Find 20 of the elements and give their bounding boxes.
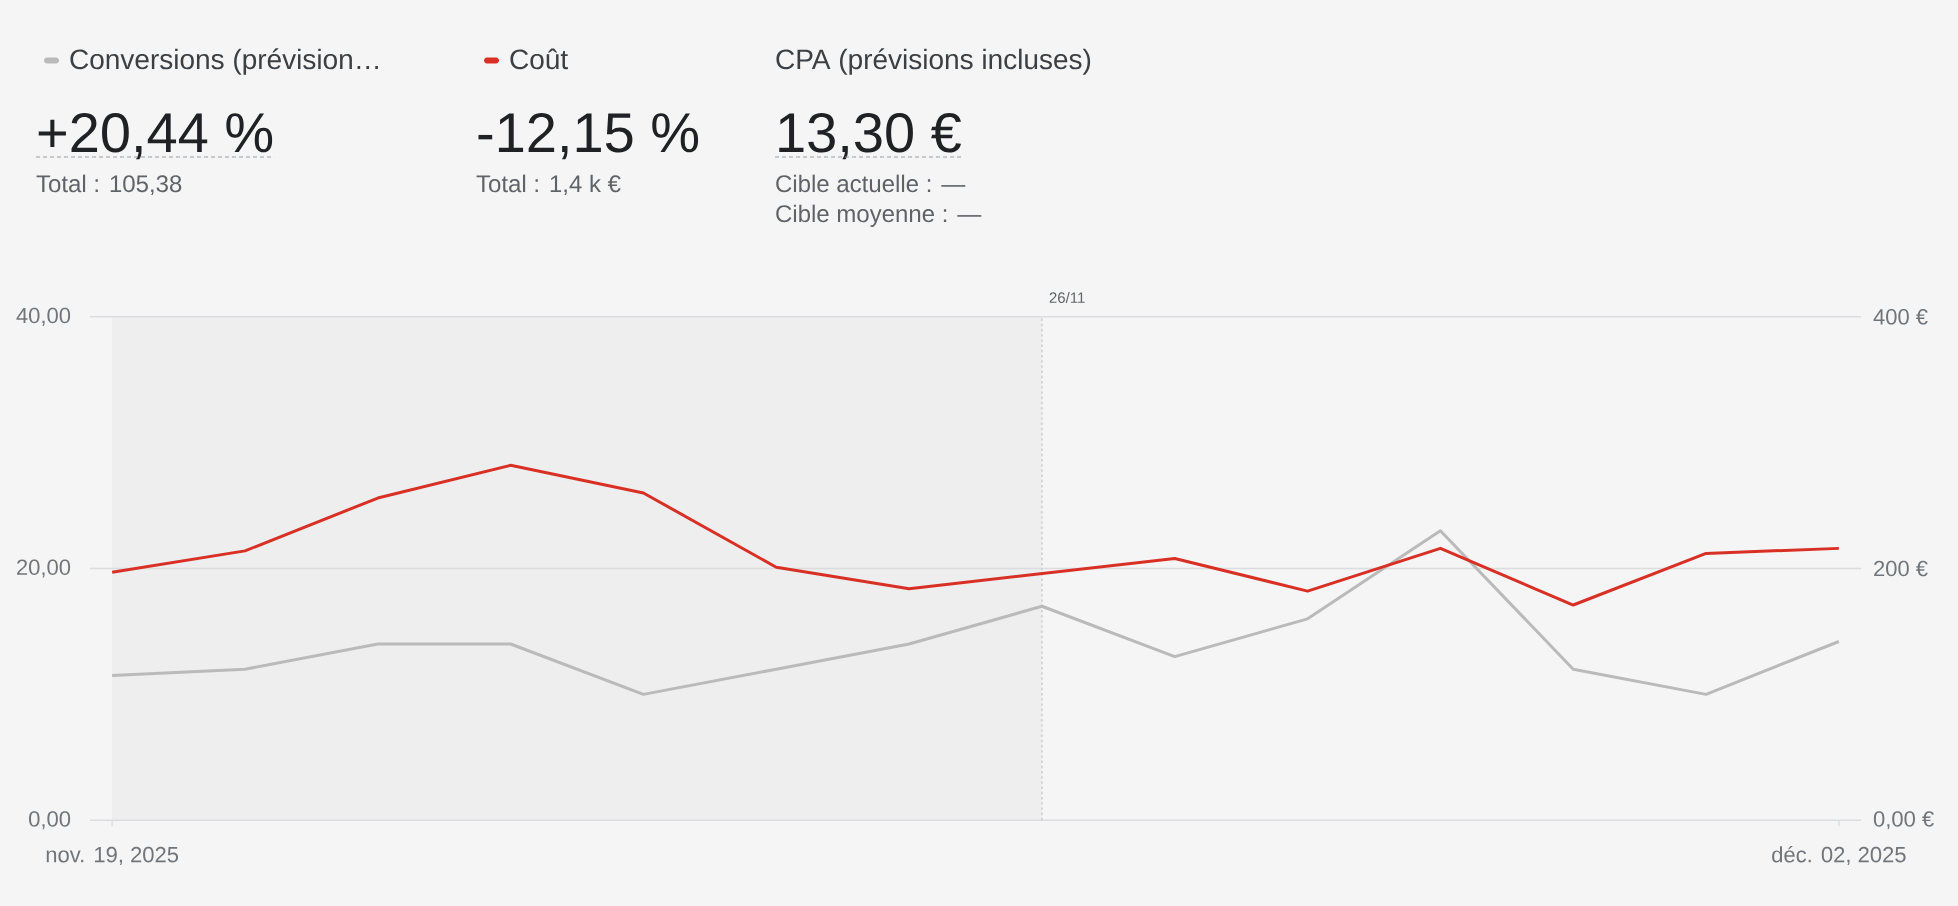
line-series xyxy=(110,529,1841,696)
y2-tick-label: 0,00 € xyxy=(1873,811,1934,830)
y-tick-label: 20,00 xyxy=(17,559,71,578)
y2-tick-label: 400 € xyxy=(1873,309,1928,325)
x-tick-label: déc. 02, 2025 xyxy=(1772,846,1906,866)
legend-label: Conversions (prévision… xyxy=(70,48,378,75)
ref-line-label: 26/11 xyxy=(1049,291,1085,303)
text: Total : 105,38 xyxy=(36,174,182,196)
y-tick-label: 0,00 xyxy=(29,811,71,830)
text: Total : 1,4 k € xyxy=(476,174,621,196)
legend-label: Coût xyxy=(510,48,568,70)
x-tick-label: nov. 19, 2025 xyxy=(46,846,179,866)
text: +20,44 % xyxy=(38,112,273,160)
text: -12,15 % xyxy=(478,112,699,160)
text: CPA (prévisions incluses) xyxy=(776,48,1091,75)
text: Cible actuelle : — xyxy=(776,174,966,193)
text: Cible moyenne : — xyxy=(776,204,982,227)
y2-tick-label: 200 € xyxy=(1874,560,1928,577)
y-tick-label: 40,00 xyxy=(16,307,71,326)
text: 13,30 € xyxy=(779,112,961,160)
